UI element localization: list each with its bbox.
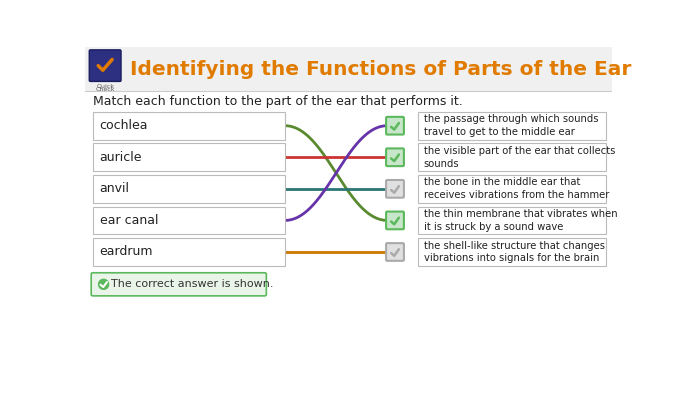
- FancyBboxPatch shape: [92, 112, 285, 140]
- Text: cochlea: cochlea: [100, 119, 148, 132]
- FancyBboxPatch shape: [418, 143, 606, 171]
- FancyBboxPatch shape: [418, 112, 606, 140]
- Text: Match each function to the part of the ear that performs it.: Match each function to the part of the e…: [92, 95, 462, 108]
- FancyBboxPatch shape: [418, 238, 606, 266]
- FancyBboxPatch shape: [386, 149, 404, 166]
- FancyBboxPatch shape: [89, 50, 121, 81]
- FancyBboxPatch shape: [386, 243, 404, 261]
- Text: Identifying the Functions of Parts of the Ear: Identifying the Functions of Parts of th…: [130, 61, 631, 79]
- FancyBboxPatch shape: [386, 211, 404, 229]
- FancyBboxPatch shape: [92, 207, 285, 234]
- Text: Check: Check: [95, 87, 115, 92]
- Text: ear canal: ear canal: [100, 214, 158, 227]
- Circle shape: [99, 279, 109, 289]
- FancyBboxPatch shape: [92, 238, 285, 266]
- Text: anvil: anvil: [100, 182, 130, 195]
- Text: the thin membrane that vibrates when
it is struck by a sound wave: the thin membrane that vibrates when it …: [424, 209, 617, 232]
- FancyBboxPatch shape: [418, 175, 606, 203]
- FancyBboxPatch shape: [85, 47, 612, 91]
- Text: the shell-like structure that changes
vibrations into signals for the brain: the shell-like structure that changes vi…: [424, 241, 605, 263]
- Text: Quick: Quick: [96, 83, 114, 88]
- Text: The correct answer is shown.: The correct answer is shown.: [112, 279, 274, 289]
- Text: the passage through which sounds
travel to get to the middle ear: the passage through which sounds travel …: [424, 114, 598, 137]
- Text: auricle: auricle: [100, 151, 142, 164]
- FancyBboxPatch shape: [91, 273, 267, 296]
- Text: eardrum: eardrum: [100, 246, 153, 259]
- FancyBboxPatch shape: [386, 180, 404, 198]
- FancyBboxPatch shape: [386, 117, 404, 134]
- FancyBboxPatch shape: [418, 207, 606, 234]
- FancyBboxPatch shape: [92, 175, 285, 203]
- Text: the visible part of the ear that collects
sounds: the visible part of the ear that collect…: [424, 146, 615, 169]
- Text: the bone in the middle ear that
receives vibrations from the hammer: the bone in the middle ear that receives…: [424, 178, 609, 200]
- FancyBboxPatch shape: [92, 143, 285, 171]
